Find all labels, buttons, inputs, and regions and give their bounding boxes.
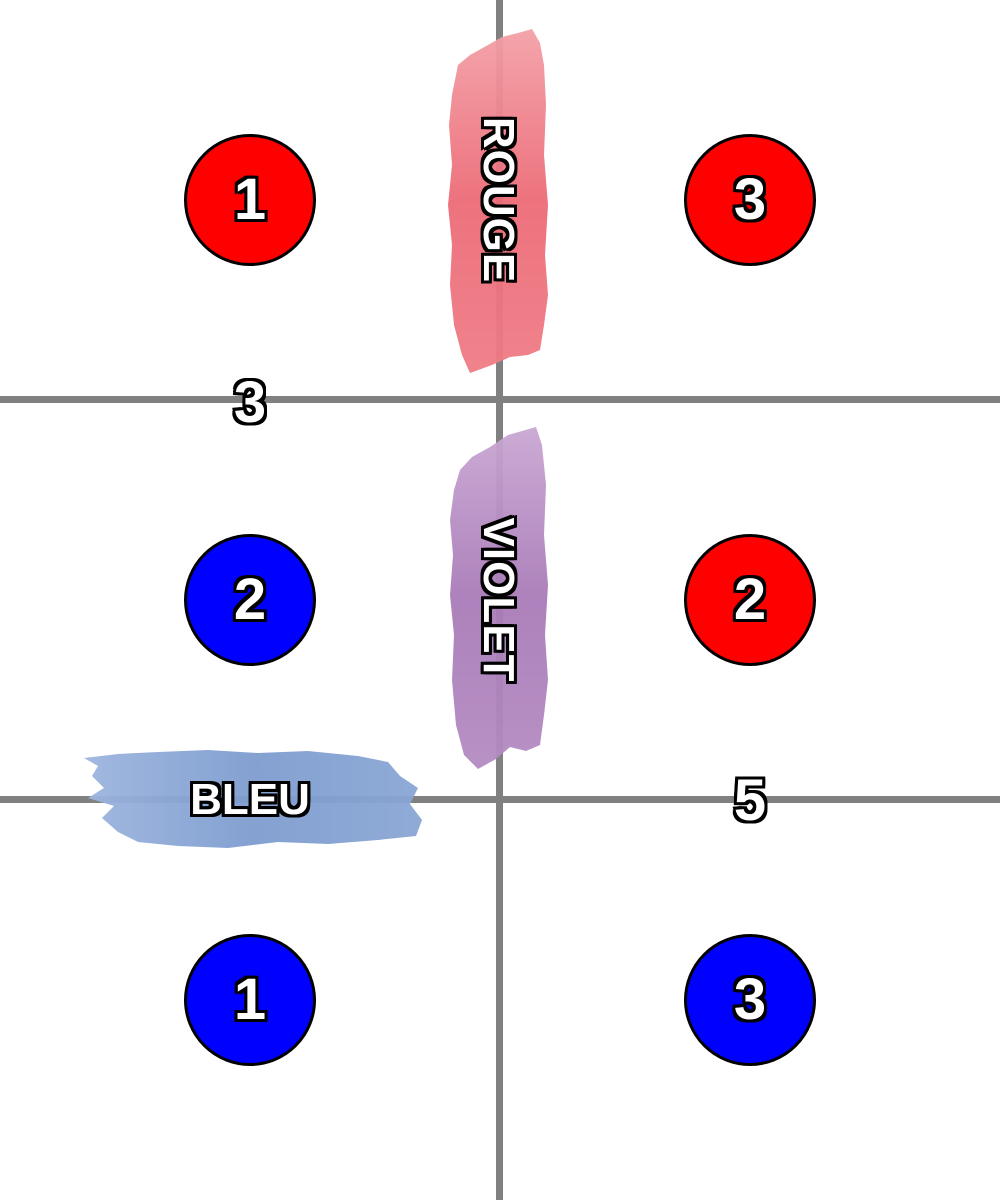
- token-red[interactable]: 3: [684, 134, 816, 266]
- zone-label-rouge: ROUGE: [474, 116, 523, 284]
- edge-score-left: 3: [233, 370, 267, 435]
- token-number: 3: [733, 167, 767, 232]
- token-number: 3: [733, 967, 767, 1032]
- zone-label-bleu: BLEU: [190, 775, 310, 824]
- token-red[interactable]: 1: [184, 134, 316, 266]
- bleu-brush-stroke: [84, 750, 422, 848]
- token-number: 1: [233, 167, 267, 232]
- token-red[interactable]: 2: [684, 534, 816, 666]
- token-blue[interactable]: 2: [184, 534, 316, 666]
- token-number: 1: [233, 967, 267, 1032]
- zone-label-violet: VIOLET: [474, 517, 523, 683]
- token-blue[interactable]: 3: [684, 934, 816, 1066]
- violet-brush-stroke: [450, 427, 548, 769]
- token-blue[interactable]: 1: [184, 934, 316, 1066]
- token-number: 2: [733, 567, 767, 632]
- token-number: 2: [233, 567, 267, 632]
- edge-score-right: 5: [733, 768, 767, 833]
- rouge-brush-stroke: [448, 29, 548, 373]
